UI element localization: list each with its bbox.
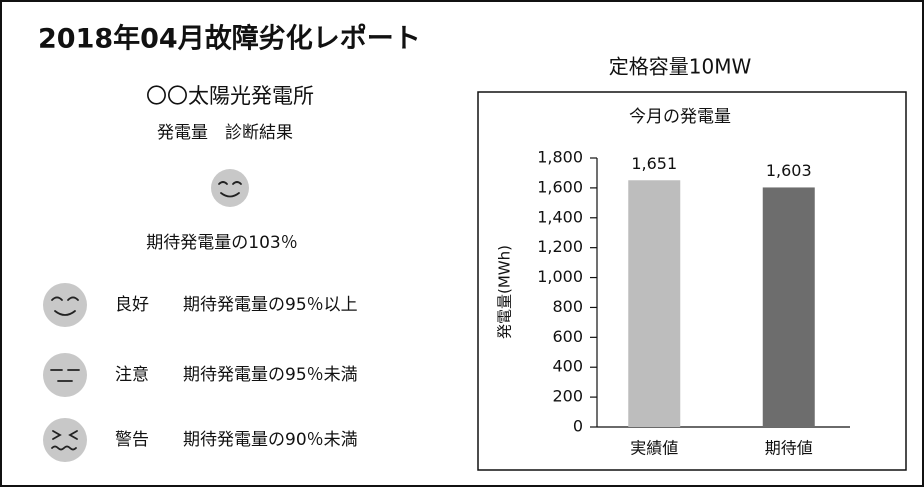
y-tick-label: 400	[552, 357, 583, 376]
chart-frame	[477, 91, 907, 471]
report-title: 2018年04月故障劣化レポート	[38, 23, 421, 55]
y-tick-label: 1,200	[537, 237, 583, 256]
y-tick-label: 1,800	[537, 148, 583, 167]
legend-label: 注意	[115, 365, 149, 385]
value-label: 1,603	[766, 161, 812, 180]
plant-name: 〇〇太陽光発電所	[146, 84, 314, 108]
x-tick-label: 実績値	[630, 439, 678, 458]
legend-desc: 期待発電量の90％未満	[183, 430, 358, 450]
y-tick-label: 200	[552, 387, 583, 406]
bar	[628, 180, 681, 427]
face-good	[43, 283, 87, 327]
capacity: 定格容量10MW	[609, 55, 752, 79]
legend-desc: 期待発電量の95％以上	[183, 295, 358, 315]
subtitle: 発電量 診断結果	[157, 123, 293, 143]
y-tick-label: 800	[552, 297, 583, 316]
face-caution	[43, 353, 87, 397]
value-label: 1,651	[631, 154, 677, 173]
bar	[762, 187, 815, 427]
face-warning	[43, 418, 87, 462]
chart-title: 今月の発電量	[629, 107, 731, 127]
y-tick-label: 0	[573, 417, 583, 436]
y-tick-label: 1,400	[537, 207, 583, 226]
y-tick-label: 1,000	[537, 267, 583, 286]
result: 期待発電量の103％	[146, 233, 297, 253]
x-tick-label: 期待値	[765, 439, 813, 458]
y-tick-label: 1,600	[537, 177, 583, 196]
legend-label: 警告	[115, 430, 149, 450]
y-tick-label: 600	[552, 327, 583, 346]
legend-label: 良好	[115, 295, 149, 315]
y-axis-label: 発電量(MWh)	[496, 245, 514, 339]
result-face	[211, 169, 249, 207]
legend-desc: 期待発電量の95％未満	[183, 365, 358, 385]
